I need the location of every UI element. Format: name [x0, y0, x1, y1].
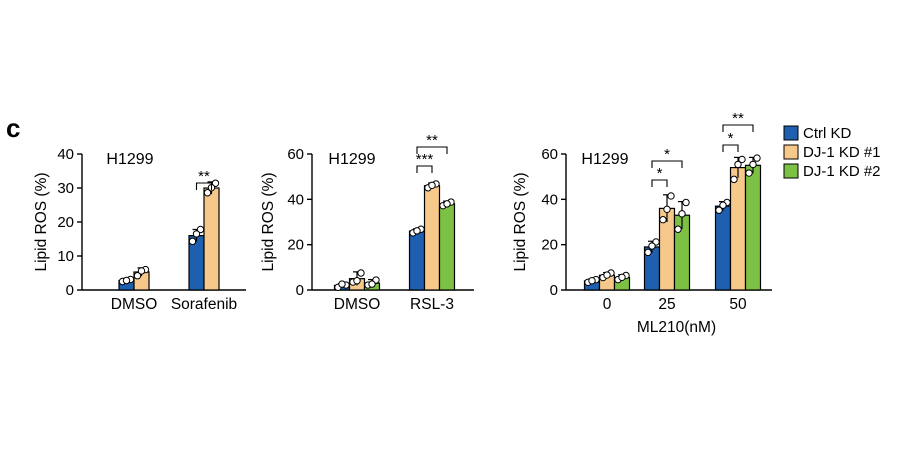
data-point [196, 225, 205, 234]
y-axis-label: Lipid ROS (%) [260, 172, 277, 271]
significance-bracket [722, 124, 754, 132]
significance-bracket [195, 182, 213, 190]
bar [423, 185, 441, 291]
significance-bracket [416, 165, 433, 173]
x-tick-label: 50 [729, 296, 747, 313]
x-tick-label: DMSO [111, 296, 158, 313]
bar [408, 230, 426, 291]
bar [438, 203, 456, 291]
data-point [122, 276, 131, 285]
legend-label: Ctrl KD [803, 125, 852, 142]
significance-label: * [657, 165, 663, 182]
data-point [338, 280, 346, 288]
significance-bracket [651, 160, 683, 168]
y-tick-label: 0 [550, 282, 558, 299]
legend-label: DJ-1 KD #2 [803, 163, 881, 180]
data-point [682, 198, 690, 207]
data-point [753, 154, 761, 162]
data-point [663, 205, 671, 214]
legend-swatch [783, 163, 799, 179]
chart-title: H1299 [106, 151, 153, 168]
significance-label: ** [426, 132, 438, 149]
data-point [428, 181, 436, 189]
data-point [749, 160, 757, 169]
data-point [188, 237, 197, 246]
data-point [211, 179, 220, 187]
significance-label: *** [416, 151, 434, 168]
charts: 0 10 20 30 40 Lipid ROS (%) H1299 DMSO Sorafenib… [33, 110, 772, 336]
data-point [715, 206, 723, 214]
data-point [719, 201, 727, 209]
data-point [192, 230, 201, 238]
data-point [368, 280, 376, 288]
data-point [667, 192, 675, 200]
bar [714, 205, 732, 291]
data-point [648, 242, 656, 250]
x-tick-label: 25 [658, 296, 675, 313]
data-point [738, 155, 746, 164]
panel-letter: c [6, 113, 20, 143]
y-axis-label: Lipid ROS (%) [33, 172, 50, 271]
data-point [137, 267, 146, 275]
data-point [730, 175, 738, 184]
data-point [353, 277, 361, 285]
y-tick-label: 60 [287, 146, 304, 163]
x-tick-label: RSL-3 [410, 296, 454, 313]
data-point [745, 169, 753, 177]
y-tick-label: 20 [57, 214, 74, 231]
y-tick-label: 30 [57, 180, 74, 197]
y-tick-label: 60 [541, 146, 558, 163]
y-tick-label: 40 [57, 146, 74, 163]
y-tick-label: 0 [66, 282, 74, 299]
significance-label: ** [732, 110, 744, 127]
data-point [443, 200, 451, 208]
legend-label: DJ-1 KD #1 [803, 144, 881, 161]
legend: Ctrl KD DJ-1 KD #1 DJ-1 KD #2 [783, 125, 881, 180]
y-tick-label: 10 [57, 248, 74, 265]
x-tick-label: Sorafenib [171, 296, 237, 313]
x-tick-label: 0 [603, 296, 612, 313]
y-tick-label: 40 [287, 191, 304, 208]
bar [744, 164, 762, 291]
data-point [674, 225, 682, 233]
bar [729, 167, 747, 291]
data-point [618, 273, 626, 282]
y-axis-label: Lipid ROS (%) [512, 172, 529, 271]
data-point [603, 271, 611, 279]
chart-3: 0 20 40 60 Lipid ROS (%) H1299 0 25 50 ML210(nM) *… [512, 110, 772, 336]
data-point [413, 227, 421, 235]
data-point [588, 277, 596, 285]
chart-title: H1299 [328, 151, 375, 168]
data-point [133, 272, 142, 280]
legend-swatch [783, 144, 799, 160]
significance-label: ** [198, 168, 210, 185]
data-point [203, 189, 212, 197]
data-point [734, 160, 742, 169]
y-tick-label: 20 [287, 237, 304, 254]
bar [203, 187, 220, 291]
data-point [678, 210, 686, 218]
significance-label: * [728, 130, 734, 147]
y-tick-label: 20 [541, 237, 558, 254]
y-tick-label: 0 [296, 282, 304, 299]
chart-1: 0 10 20 30 40 Lipid ROS (%) H1299 DMSO Sorafenib… [33, 146, 246, 313]
data-point [659, 216, 667, 224]
significance-bracket [722, 144, 739, 152]
x-axis-label: ML210(nM) [637, 319, 716, 336]
chart-title: H1299 [581, 151, 628, 168]
data-point [644, 248, 652, 257]
y-tick-label: 40 [541, 191, 558, 208]
significance-label: * [664, 146, 670, 163]
significance-bracket [651, 179, 668, 187]
significance-bracket [416, 146, 448, 154]
data-point [357, 269, 365, 277]
legend-swatch [783, 125, 799, 141]
x-tick-label: DMSO [334, 296, 381, 313]
